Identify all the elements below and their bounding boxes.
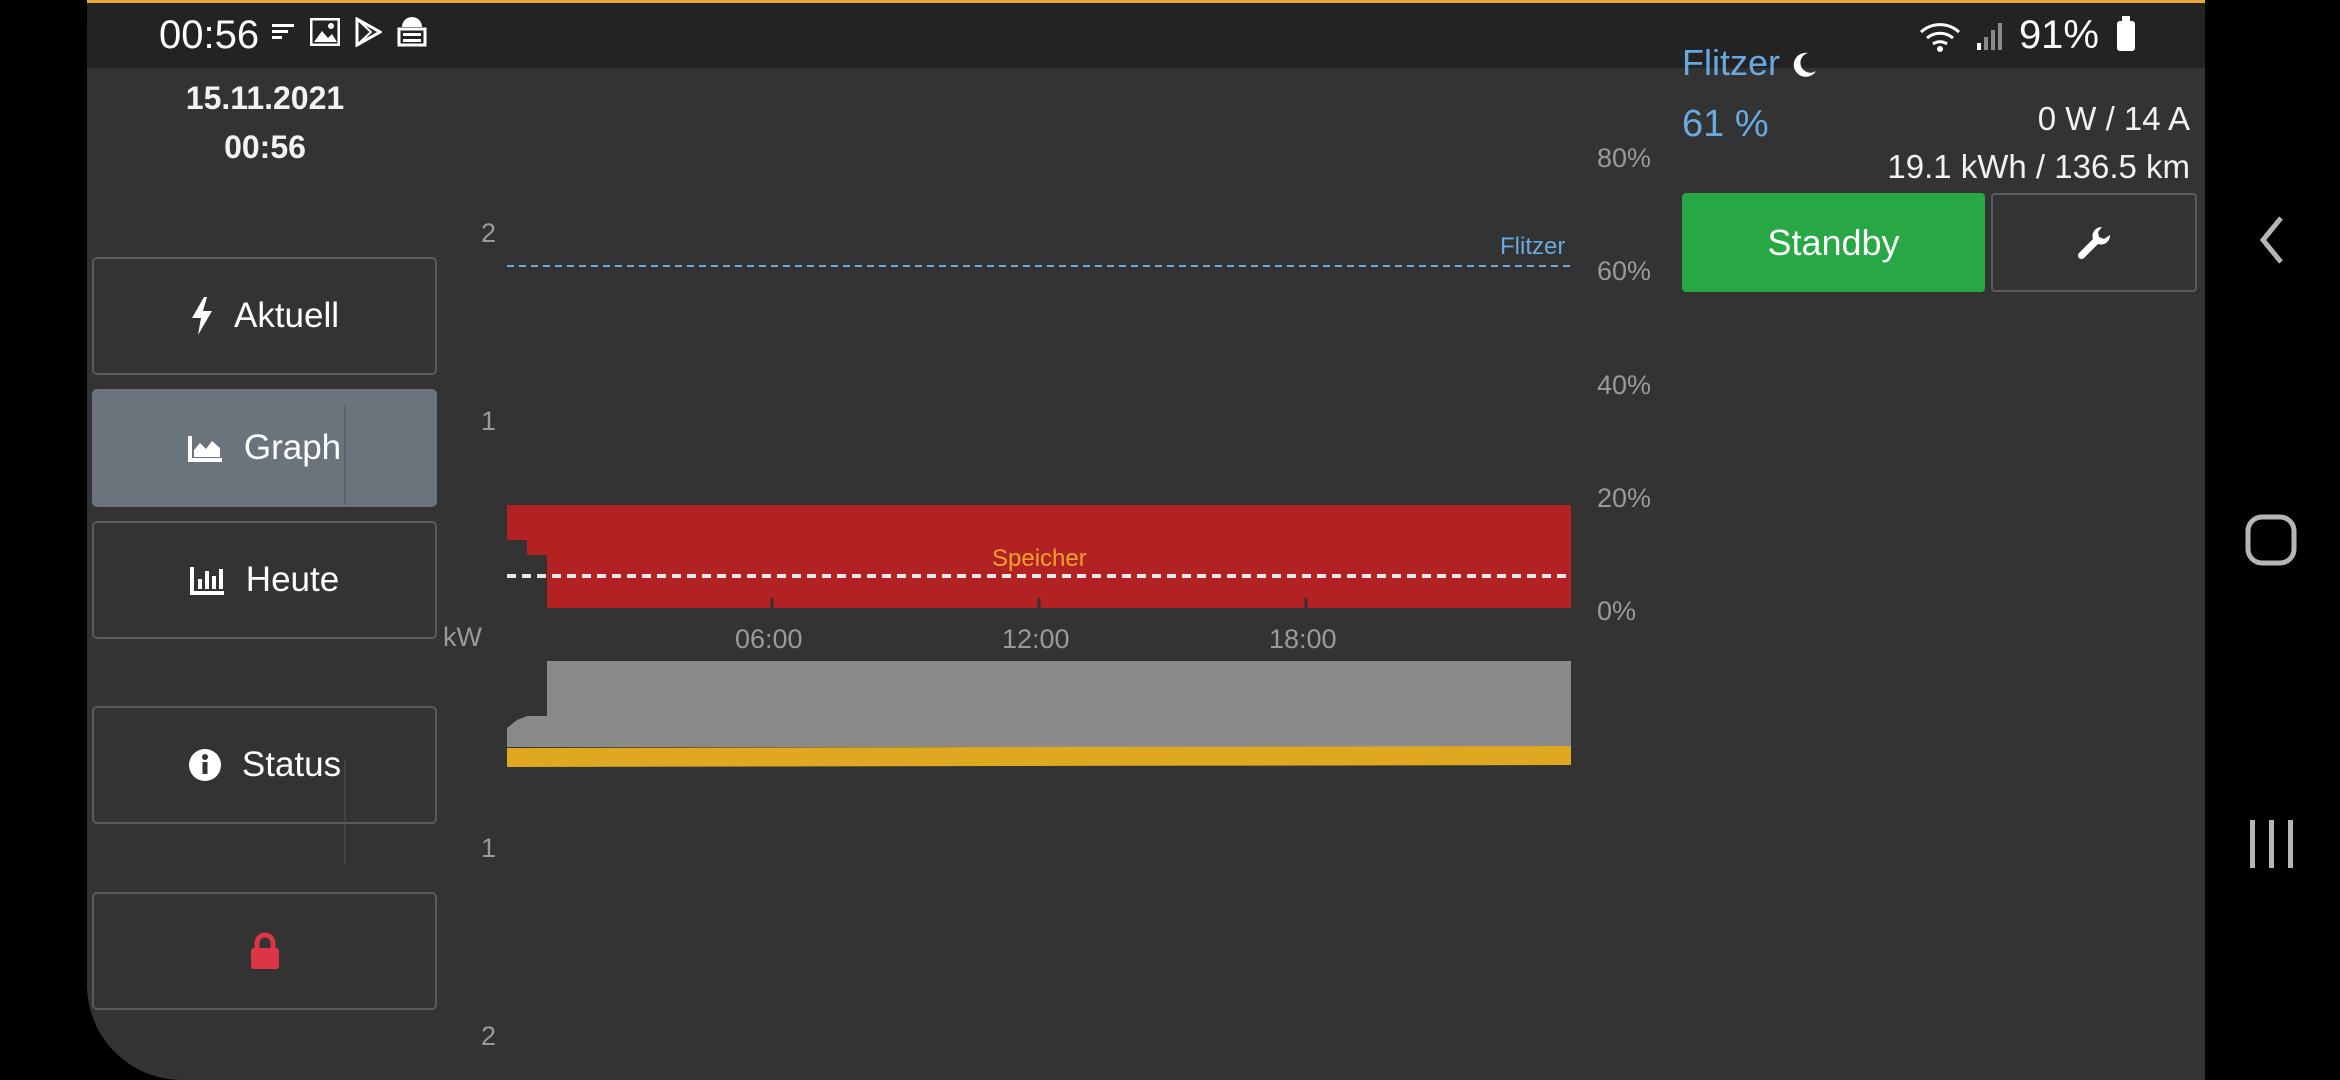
- nav-button-label: Status: [241, 745, 342, 784]
- bolt-icon: [191, 297, 212, 335]
- y-right-tick: 60%: [1597, 256, 1652, 286]
- image-icon: [310, 18, 340, 46]
- wifi-icon: [1919, 22, 1960, 52]
- y-left-tick: 1: [481, 406, 497, 436]
- power-chart: [344, 265, 1571, 865]
- bar-chart-icon: [189, 567, 224, 595]
- y-left-tick: 2: [481, 1021, 497, 1051]
- house-area: [507, 661, 1571, 747]
- x-tick-label: 12:00: [1002, 624, 1070, 654]
- area-chart-icon: [187, 436, 222, 462]
- nav-button-heute[interactable]: Heute: [92, 521, 437, 639]
- nav-button-graph[interactable]: Graph: [92, 389, 437, 507]
- nav-button-label: Aktuell: [233, 296, 340, 335]
- grid-area: [507, 505, 1571, 608]
- status-bar: 00:56 91%: [87, 3, 2205, 68]
- flitzer-series-label: Flitzer: [1500, 233, 1566, 260]
- status-right: 91%: [1919, 13, 2135, 58]
- x-tick-label: 18:00: [1269, 624, 1337, 654]
- sort-icon: [272, 24, 294, 39]
- nav-button-status[interactable]: Status: [92, 706, 437, 824]
- y-right-tick: 20%: [1597, 483, 1652, 513]
- system-nav-bar: [2205, 0, 2340, 1080]
- y-left-tick: 2: [481, 218, 497, 248]
- y-right-tick: 80%: [1597, 143, 1652, 173]
- top-accent-line: [87, 0, 2205, 3]
- notification-icons: [270, 17, 428, 47]
- info-circle-icon: [188, 749, 221, 781]
- vehicle-energy: 19.1 kWh / 136.5 km: [1887, 148, 2190, 185]
- nav-button-label: Heute: [245, 560, 340, 599]
- sidebar-date: 15.11.2021: [185, 80, 345, 116]
- vehicle-soc: 61 %: [1682, 103, 1769, 145]
- y-right-tick: 0%: [1597, 596, 1637, 626]
- battery-percent: 91%: [2018, 13, 2099, 57]
- nav-button-label: Graph: [243, 428, 342, 467]
- y-right-tick: 40%: [1597, 370, 1652, 400]
- signal-icon: [1976, 22, 2002, 50]
- app-screen: 00:56 91% 15.11.2021 00:56 Aktuell Graph…: [87, 0, 2205, 1080]
- vehicle-power: 0 W / 14 A: [2037, 100, 2190, 137]
- vehicle-name: Flitzer: [1682, 42, 1780, 83]
- y-left-tick: 1: [481, 833, 497, 863]
- standby-button[interactable]: Standby: [1682, 193, 1985, 292]
- sidebar-time: 00:56: [224, 129, 306, 165]
- recents-icon[interactable]: [2247, 818, 2297, 870]
- pv-area: [507, 746, 1571, 767]
- home-icon[interactable]: [2245, 514, 2297, 566]
- lock-icon: [250, 932, 279, 969]
- x-tick-label: 06:00: [735, 624, 803, 654]
- status-time: 00:56: [159, 13, 260, 57]
- radio-icon: [397, 17, 427, 47]
- moon-icon: [1793, 53, 1817, 78]
- wrench-icon: [2077, 226, 2111, 259]
- lock-button[interactable]: [92, 892, 437, 1010]
- speicher-series-label: Speicher: [992, 545, 1087, 572]
- back-icon[interactable]: [2255, 212, 2289, 268]
- play-store-icon: [355, 17, 382, 47]
- battery-icon: [2117, 15, 2135, 51]
- vehicle-title: Flitzer: [1682, 42, 1818, 84]
- y-axis-label: kW: [443, 622, 482, 652]
- settings-button[interactable]: [1991, 193, 2197, 292]
- nav-button-aktuell[interactable]: Aktuell: [92, 257, 437, 375]
